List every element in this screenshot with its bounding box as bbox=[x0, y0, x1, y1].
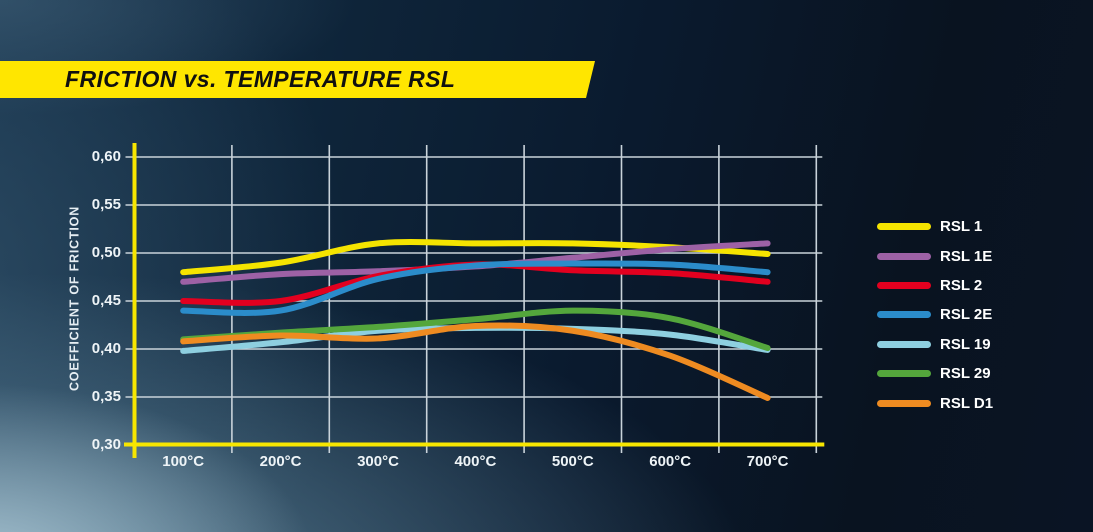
legend-item-rsl-1: RSL 1 bbox=[877, 212, 993, 241]
legend-label: RSL 2E bbox=[940, 306, 993, 324]
page-title: FRICTION vs. TEMPERATURE RSL bbox=[65, 66, 456, 92]
legend-label: RSL 2 bbox=[940, 276, 983, 294]
legend-swatch bbox=[877, 223, 931, 231]
legend-swatch bbox=[877, 311, 931, 319]
title-banner: FRICTION vs. TEMPERATURE RSL bbox=[0, 61, 595, 98]
y-tick-label: 0,55 bbox=[91, 196, 121, 213]
x-tick-label: 500°C bbox=[551, 453, 594, 470]
x-tick-label: 200°C bbox=[259, 453, 302, 470]
x-tick-label: 600°C bbox=[649, 453, 692, 470]
legend-item-rsl-d1: RSL D1 bbox=[877, 388, 993, 417]
y-tick-label: 0,35 bbox=[91, 388, 121, 405]
series-line-rsl-d1 bbox=[180, 322, 771, 401]
legend-label: RSL 29 bbox=[940, 365, 991, 383]
x-tick-label: 400°C bbox=[454, 453, 497, 470]
x-tick-label: 300°C bbox=[357, 453, 399, 470]
legend-item-rsl-1e: RSL 1E bbox=[877, 241, 993, 270]
x-tick-label: 100°C bbox=[162, 453, 205, 470]
series-line-rsl-2e bbox=[180, 260, 771, 316]
legend-swatch bbox=[877, 281, 931, 289]
legend-swatch bbox=[877, 340, 931, 348]
y-tick-label: 0,45 bbox=[91, 292, 121, 309]
legend-item-rsl-19: RSL 19 bbox=[877, 330, 993, 359]
legend-label: RSL 1E bbox=[940, 247, 993, 265]
y-tick-label: 0,50 bbox=[91, 244, 121, 261]
chart-legend: RSL 1 RSL 1E RSL 2 RSL 2E RSL 19 RSL 29 RSL D1 bbox=[877, 212, 993, 418]
legend-item-rsl-29: RSL 29 bbox=[877, 359, 993, 388]
legend-label: RSL 1 bbox=[940, 218, 983, 236]
legend-swatch bbox=[877, 370, 931, 378]
y-tick-label: 0,30 bbox=[91, 436, 121, 453]
legend-item-rsl-2: RSL 2 bbox=[877, 271, 993, 300]
legend-item-rsl-2e: RSL 2E bbox=[877, 300, 993, 329]
x-tick-label: 700°C bbox=[746, 453, 789, 470]
legend-label: RSL 19 bbox=[940, 335, 991, 353]
legend-swatch bbox=[877, 252, 931, 260]
y-tick-label: 0,60 bbox=[91, 148, 121, 165]
series-line-rsl-2 bbox=[180, 261, 771, 306]
legend-label: RSL D1 bbox=[940, 394, 994, 412]
y-tick-label: 0,40 bbox=[91, 340, 121, 357]
legend-swatch bbox=[877, 399, 931, 407]
